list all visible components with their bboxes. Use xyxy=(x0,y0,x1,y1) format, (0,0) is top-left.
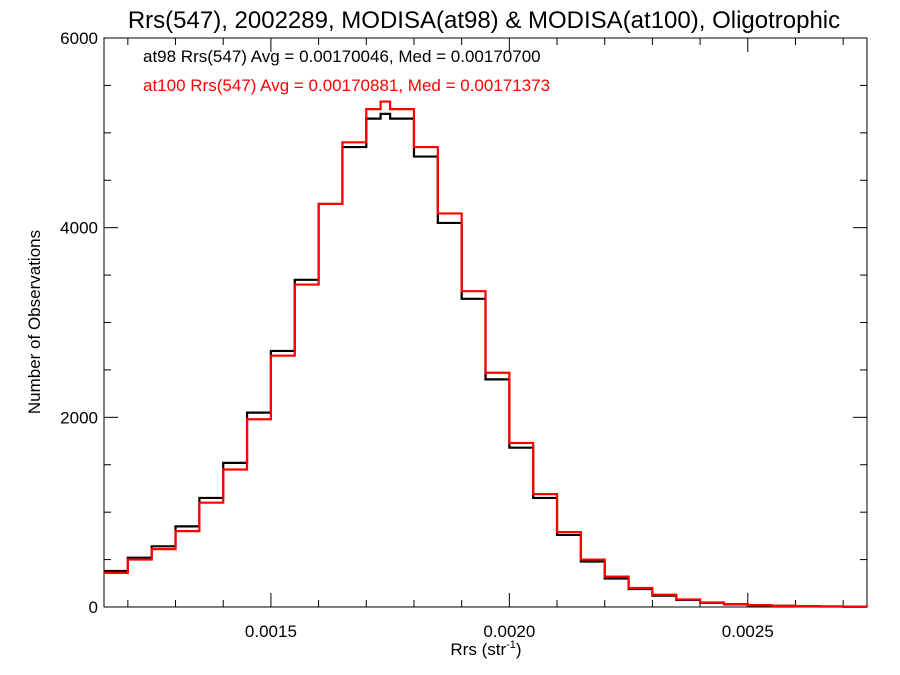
data-point xyxy=(198,502,200,504)
data-point xyxy=(484,378,487,380)
data-point xyxy=(413,146,415,148)
annotation-at98: at98 Rrs(547) Avg = 0.00170046, Med = 0.… xyxy=(143,47,541,66)
data-point xyxy=(818,605,820,608)
data-point xyxy=(174,525,177,527)
data-point xyxy=(484,372,487,374)
x-axis-ticks xyxy=(127,38,844,607)
data-point xyxy=(222,462,224,464)
data-point xyxy=(174,530,177,532)
data-point xyxy=(317,203,320,205)
data-point xyxy=(103,570,105,572)
data-point xyxy=(532,493,534,495)
x-tick-label: 0.0020 xyxy=(483,622,535,641)
data-point xyxy=(437,222,439,224)
data-point xyxy=(580,560,582,563)
x-axis-label: Rrs (str-1) xyxy=(450,639,521,659)
data-point xyxy=(556,531,558,533)
data-point xyxy=(699,601,701,604)
data-point xyxy=(747,604,749,606)
data-point xyxy=(675,598,677,601)
x-tick-label: 0.0015 xyxy=(245,622,297,641)
data-point xyxy=(413,155,415,158)
data-point xyxy=(151,548,153,550)
data-point xyxy=(556,534,558,536)
data-point xyxy=(389,118,391,120)
data-point xyxy=(437,212,439,215)
data-point xyxy=(389,108,391,110)
y-tick-label: 0 xyxy=(89,598,98,617)
data-point xyxy=(604,577,606,580)
data-point xyxy=(341,141,344,143)
series-line-1 xyxy=(104,100,869,608)
data-point xyxy=(508,447,510,449)
y-axis-ticks xyxy=(104,37,867,608)
data-point xyxy=(222,468,224,471)
data-point xyxy=(723,603,725,605)
data-point xyxy=(627,587,630,589)
data-point xyxy=(103,572,105,574)
data-point xyxy=(532,497,534,499)
data-point xyxy=(294,283,296,286)
data-point xyxy=(461,298,463,300)
y-axis-tick-labels: 0 2000 4000 6000 xyxy=(60,29,98,617)
data-point xyxy=(866,606,868,608)
data-point xyxy=(461,290,463,292)
y-axis-label: Number of Observations xyxy=(25,230,44,414)
data-point xyxy=(246,411,248,414)
y-tick-label: 2000 xyxy=(60,408,98,427)
data-point xyxy=(379,113,382,115)
data-point xyxy=(365,108,367,110)
data-point xyxy=(127,558,129,561)
data-point xyxy=(270,350,272,352)
data-point xyxy=(127,557,129,559)
data-point xyxy=(771,605,773,607)
data-point xyxy=(580,558,582,561)
data-point xyxy=(151,545,153,547)
data-point xyxy=(794,605,797,607)
data-point xyxy=(379,100,382,103)
data-point xyxy=(198,497,200,499)
data-point xyxy=(508,442,510,444)
data-point xyxy=(270,355,272,357)
y-tick-label: 4000 xyxy=(60,219,98,238)
x-axis-tick-labels: 0.0015 0.0020 0.0025 xyxy=(245,622,774,641)
series-group xyxy=(103,100,869,608)
data-point xyxy=(294,279,296,281)
y-tick-label: 6000 xyxy=(60,29,98,48)
x-tick-label: 0.0025 xyxy=(722,622,774,641)
data-point xyxy=(246,418,248,420)
data-point xyxy=(842,606,844,608)
data-point xyxy=(651,594,654,596)
chart-title: Rrs(547), 2002289, MODISA(at98) & MODISA… xyxy=(128,7,840,34)
annotation-at100: at100 Rrs(547) Avg = 0.00170881, Med = 0… xyxy=(143,76,550,95)
data-point xyxy=(604,576,606,578)
